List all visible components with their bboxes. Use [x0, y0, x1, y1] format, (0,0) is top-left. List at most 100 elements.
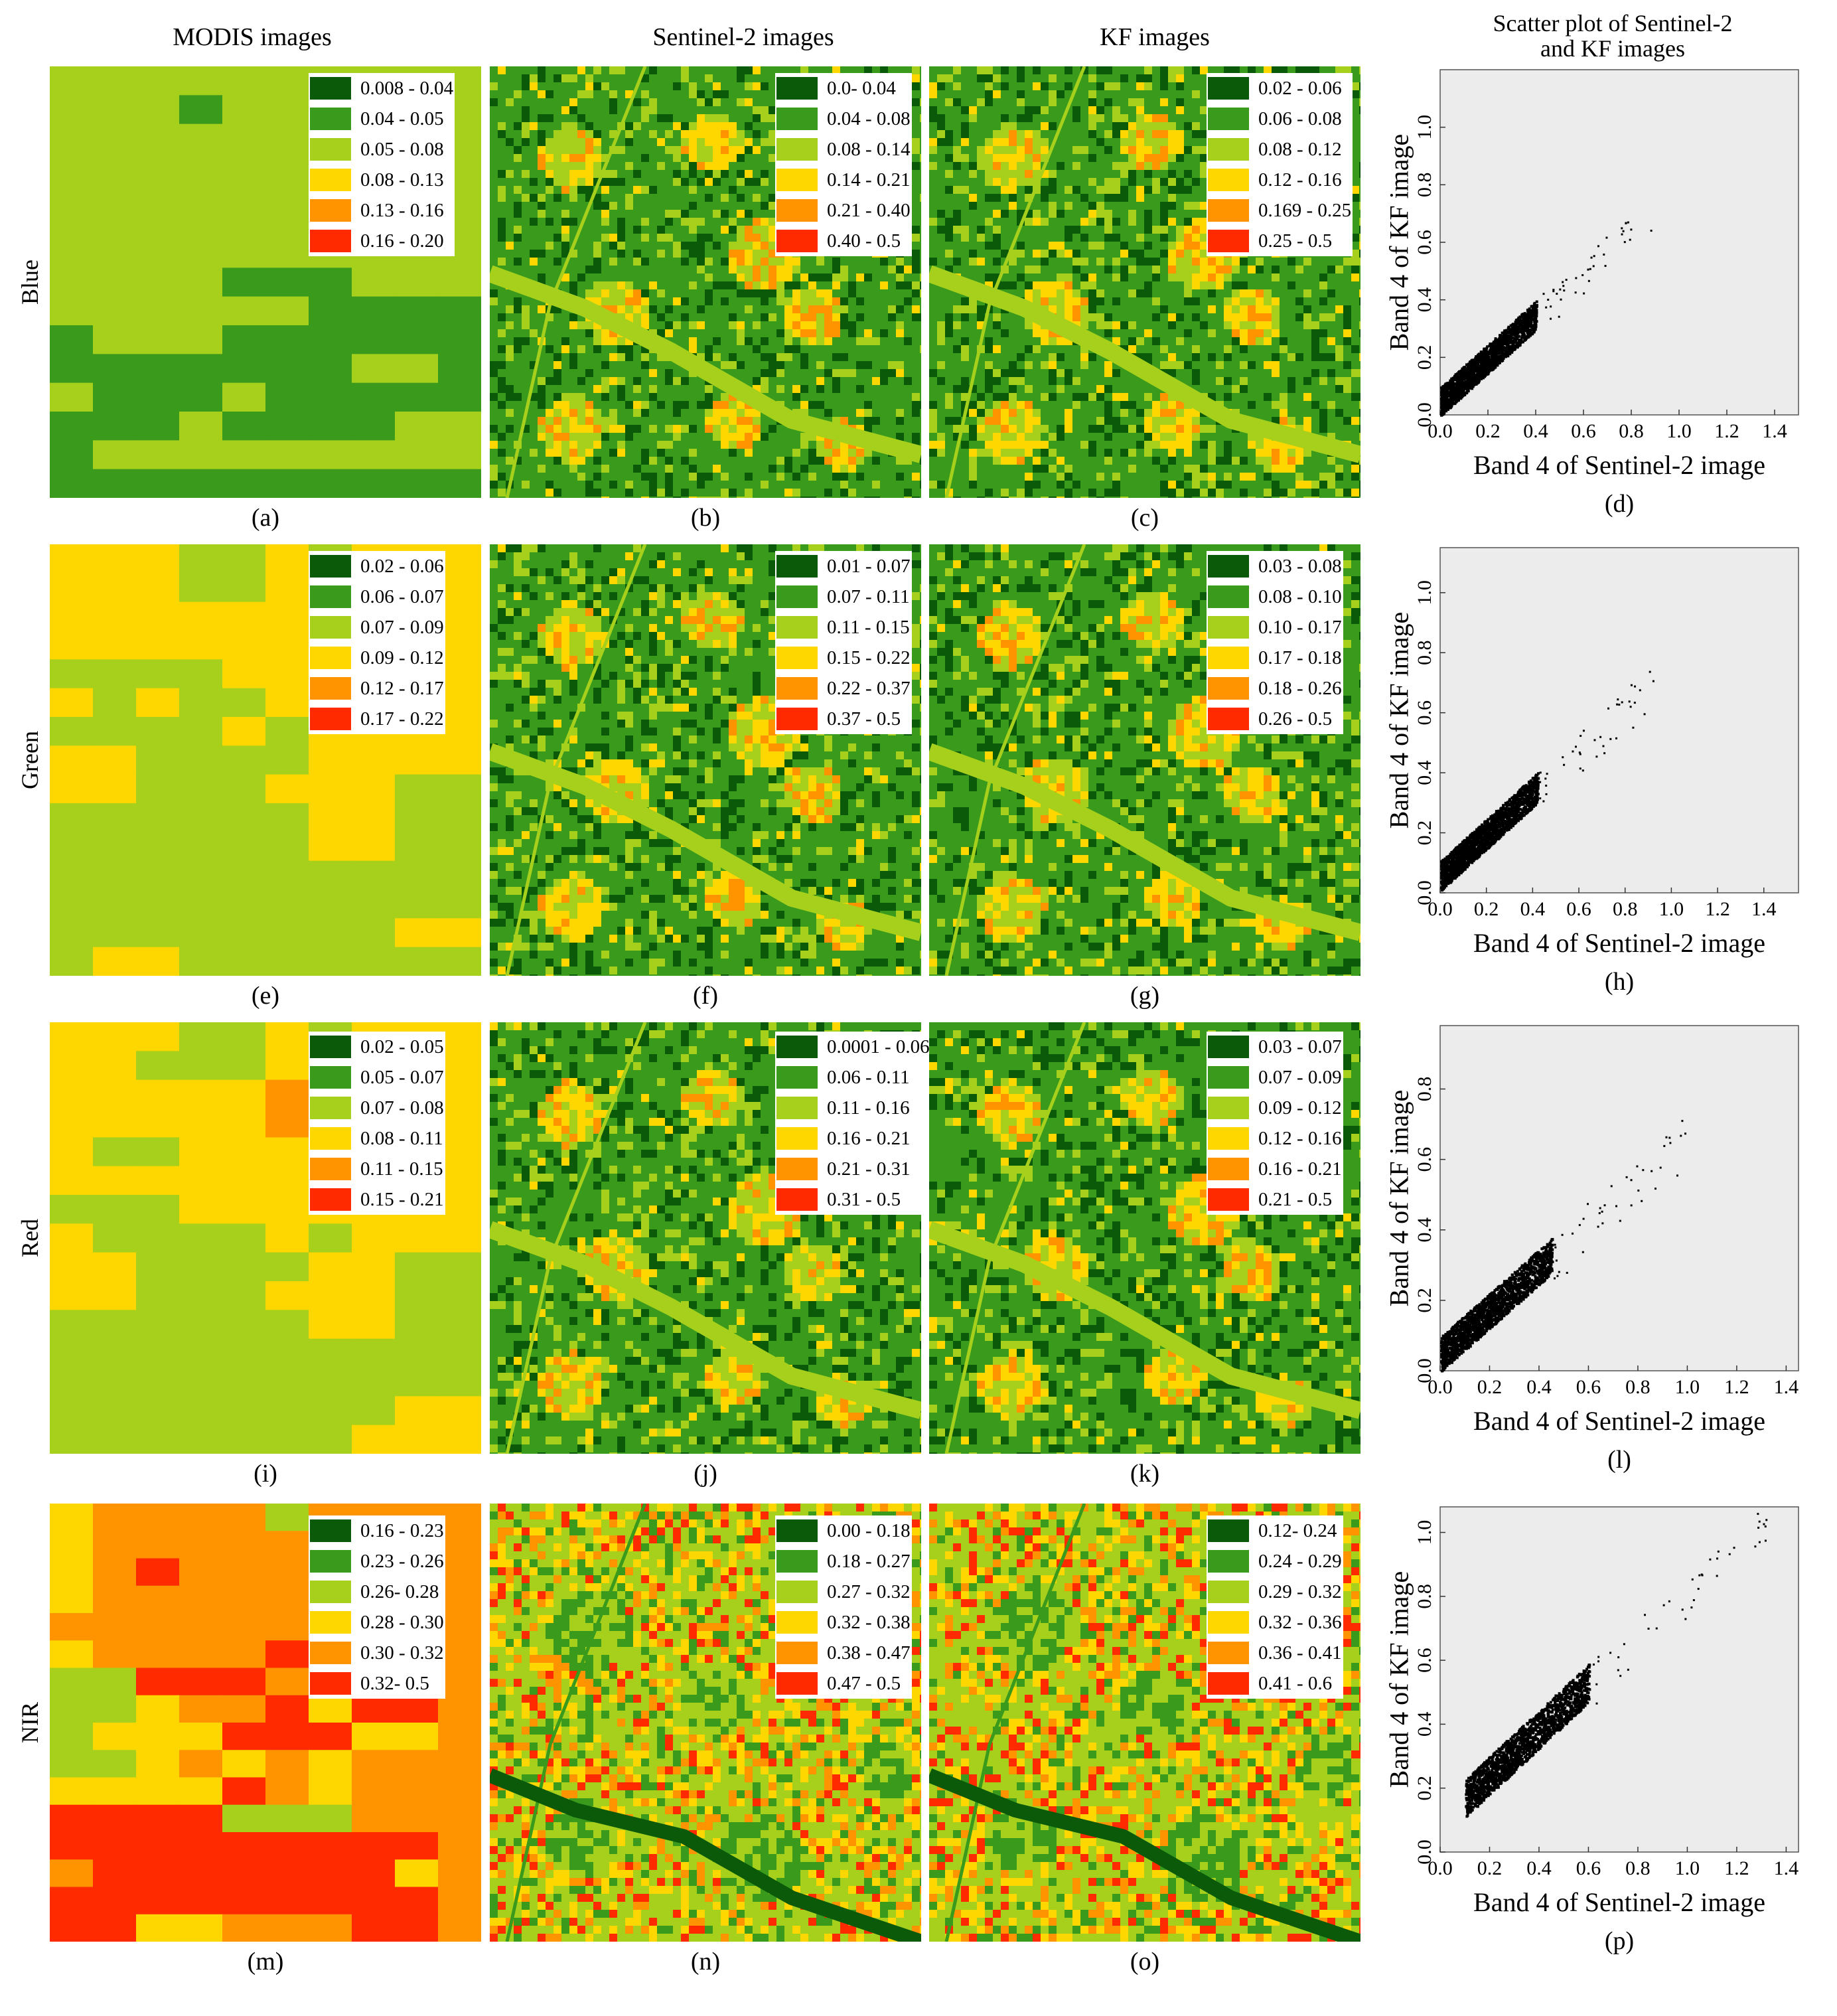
legend-label: 0.07 - 0.11	[827, 586, 910, 607]
scatter-plot: 0.0 0.2 0.4 0.6 0.8 1.0 1.2 1.4 0.0 0.2 0.4 0.6 0.8 1…	[1384, 547, 1799, 920]
plot-area	[1439, 1506, 1799, 1853]
legend-item: 0.11 - 0.15	[776, 612, 911, 643]
modis-pixel	[179, 1195, 223, 1224]
modis-pixel	[136, 1022, 180, 1051]
modis-pixel	[179, 268, 223, 297]
modis-pixel	[222, 1310, 266, 1340]
x-tick-label: 0.2	[1474, 898, 1499, 920]
legend-item: 0.23 - 0.26	[310, 1546, 444, 1577]
modis-pixel	[265, 1804, 309, 1833]
legend-label: 0.32- 0.5	[360, 1673, 429, 1694]
legend-swatch	[310, 138, 351, 161]
legend-label: 0.11 - 0.16	[827, 1097, 910, 1119]
modis-pixel	[136, 1558, 180, 1587]
modis-pixel	[93, 860, 137, 890]
legend-item: 0.01 - 0.07	[776, 551, 911, 582]
river-band	[490, 265, 921, 463]
modis-pixel	[136, 354, 180, 384]
modis-pixel	[309, 774, 352, 804]
row-label: Red	[17, 1219, 43, 1257]
legend-label: 0.17 - 0.18	[1258, 647, 1342, 668]
legend-swatch	[1208, 77, 1249, 100]
modis-pixel	[136, 1859, 180, 1888]
modis-pixel	[265, 412, 309, 441]
river-band	[490, 1221, 921, 1419]
legend-swatch	[776, 1097, 818, 1119]
modis-pixel	[265, 1859, 309, 1888]
modis-pixel	[222, 803, 266, 832]
modis-pixel	[93, 181, 137, 211]
legend-swatch	[310, 616, 351, 639]
modis-pixel	[438, 1777, 481, 1806]
modis-pixel	[136, 239, 180, 268]
modis-pixel	[222, 717, 266, 746]
scatter-svg: 0.0 0.2 0.4 0.6 0.8 1.0 1.2 1.4 0.0 0.2 0.4 0.6 0.8 1…	[1414, 547, 1799, 920]
modis-pixel	[93, 774, 137, 804]
modis-pixel	[50, 296, 94, 326]
modis-pixel	[222, 573, 266, 603]
legend-label: 0.17 - 0.22	[360, 708, 444, 730]
modis-pixel	[352, 325, 396, 354]
modis-pixel	[438, 601, 481, 631]
legend-label: 0.24 - 0.29	[1258, 1551, 1342, 1572]
legend-swatch	[776, 1642, 818, 1664]
modis-pixel	[438, 688, 481, 718]
data-points	[1440, 670, 1654, 892]
modis-pixel	[395, 1750, 439, 1778]
x-tick-label: 0.2	[1475, 420, 1501, 442]
modis-pixel	[222, 181, 266, 211]
modis-pixel	[222, 354, 266, 384]
legend-swatch	[776, 708, 818, 730]
modis-pixel	[438, 1425, 481, 1454]
legend-label: 0.23 - 0.26	[360, 1551, 444, 1572]
modis-pixel	[93, 153, 137, 182]
legend-swatch	[1208, 1036, 1249, 1058]
modis-pixel	[352, 918, 396, 948]
panel-caption: (j)	[694, 1460, 717, 1488]
legend-label: 0.47 - 0.5	[827, 1673, 901, 1694]
modis-pixel	[352, 1832, 396, 1860]
modis-pixel	[50, 1723, 94, 1750]
image-svg	[50, 1504, 481, 1942]
modis-pixel	[265, 1252, 309, 1282]
modis-pixel	[179, 1396, 223, 1426]
legend-label: 0.02 - 0.05	[360, 1036, 444, 1057]
modis-pixel	[50, 1504, 94, 1531]
y-tick-label: 0.2	[1414, 1776, 1435, 1801]
modis-pixel	[438, 1137, 481, 1167]
modis-pixel	[352, 296, 396, 326]
legend-swatch	[776, 1550, 818, 1573]
modis-pixel	[352, 1859, 396, 1888]
x-tick-label: 0.8	[1613, 898, 1638, 920]
modis-pixel	[222, 1531, 266, 1559]
legend-swatch	[1208, 1642, 1249, 1664]
modis-pixel	[93, 832, 137, 862]
legend: 0.03 - 0.07 0.07 - 0.09 0.09 - 0.12 0.12 - …	[1207, 1032, 1343, 1215]
modis-pixel	[50, 325, 94, 354]
legend-swatch	[310, 677, 351, 700]
modis-pixel	[136, 1640, 180, 1669]
legend-swatch	[776, 1036, 818, 1058]
modis-pixel	[395, 1223, 439, 1253]
modis-pixel	[136, 1887, 180, 1915]
modis-pixel	[265, 890, 309, 919]
legend-item: 0.008 - 0.04	[310, 73, 453, 104]
modis-pixel	[93, 1022, 137, 1051]
x-tick-label: 0.6	[1566, 898, 1591, 920]
legend-label: 0.21 - 0.5	[1258, 1189, 1333, 1210]
row-label: Blue	[17, 260, 43, 305]
modis-pixel	[179, 573, 223, 603]
legend-item: 0.03 - 0.07	[1208, 1032, 1342, 1062]
modis-pixel	[395, 1723, 439, 1750]
legend-swatch	[310, 555, 351, 578]
x-tick-label: 1.4	[1762, 420, 1787, 442]
modis-pixel	[93, 325, 137, 354]
modis-pixel	[265, 803, 309, 832]
scatter-x-label: Band 4 of Sentinel-2 image	[1473, 1406, 1765, 1436]
legend-label: 0.169 - 0.25	[1258, 200, 1352, 221]
modis-pixel	[438, 412, 481, 441]
modis-pixel	[50, 1558, 94, 1587]
legend-swatch	[776, 77, 818, 100]
legend-swatch	[1208, 708, 1249, 730]
scatter-plot: 0.0 0.2 0.4 0.6 0.8 1.0 1.2 1.4 0.0 0.2 0.4 0.6 0.8 1…	[1384, 1506, 1799, 1879]
